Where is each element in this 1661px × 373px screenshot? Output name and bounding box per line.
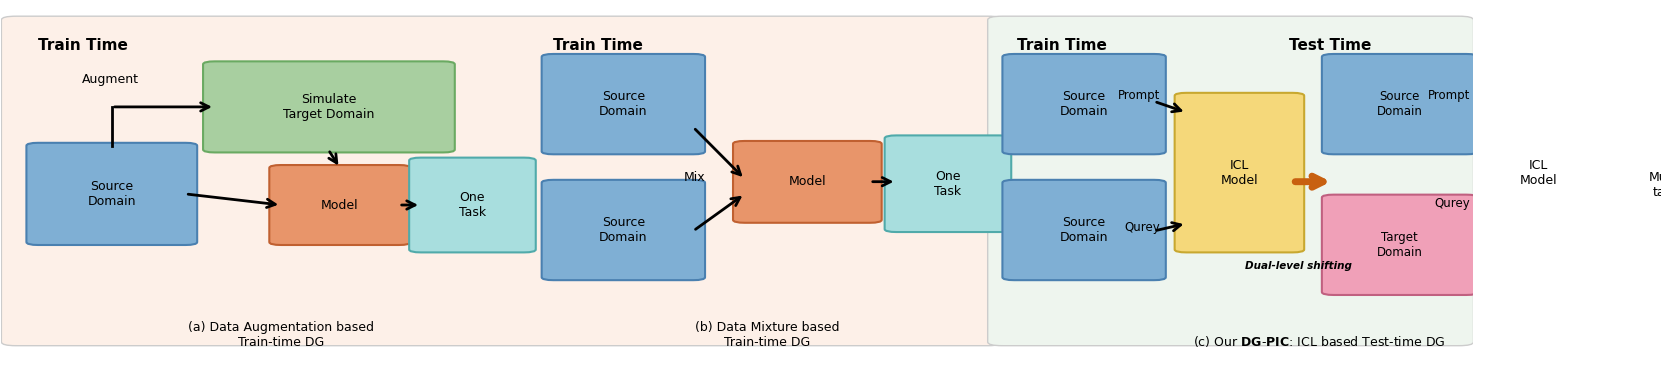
Text: Prompt: Prompt [1428, 89, 1470, 102]
FancyBboxPatch shape [885, 135, 1012, 232]
FancyBboxPatch shape [27, 143, 198, 245]
Text: Source
Domain: Source Domain [600, 216, 648, 244]
Text: ICL
Model: ICL Model [1520, 159, 1556, 186]
Text: Source
Domain: Source Domain [1377, 90, 1423, 118]
Text: ICL
Model: ICL Model [1221, 159, 1259, 186]
FancyBboxPatch shape [733, 141, 882, 223]
FancyBboxPatch shape [1601, 130, 1661, 239]
Text: Source
Domain: Source Domain [1060, 216, 1108, 244]
Text: Target
Domain: Target Domain [1377, 231, 1423, 259]
FancyBboxPatch shape [541, 54, 704, 154]
FancyBboxPatch shape [1477, 93, 1600, 253]
Text: Train Time: Train Time [1017, 38, 1106, 53]
FancyBboxPatch shape [988, 16, 1473, 346]
Text: Simulate
Target Domain: Simulate Target Domain [284, 93, 375, 121]
Text: Qurey: Qurey [1435, 197, 1470, 210]
Text: (a) Data Augmentation based
Train-time DG: (a) Data Augmentation based Train-time D… [188, 322, 374, 350]
Text: Source
Domain: Source Domain [1060, 90, 1108, 118]
FancyBboxPatch shape [1002, 54, 1166, 154]
Text: Mix: Mix [683, 171, 704, 184]
Text: One
Task: One Task [935, 170, 962, 198]
FancyBboxPatch shape [203, 62, 455, 153]
FancyBboxPatch shape [269, 165, 410, 245]
FancyBboxPatch shape [409, 158, 537, 253]
Text: (b) Data Mixture based
Train-time DG: (b) Data Mixture based Train-time DG [694, 322, 839, 350]
FancyBboxPatch shape [1322, 195, 1478, 295]
FancyBboxPatch shape [2, 16, 1002, 346]
FancyBboxPatch shape [541, 180, 704, 280]
Text: Model: Model [321, 198, 359, 211]
Text: Prompt: Prompt [1118, 89, 1159, 102]
Text: Train Time: Train Time [38, 38, 128, 53]
Text: (c) Our $\mathbf{DG}$-$\mathbf{PIC}$: ICL based Test-time DG: (c) Our $\mathbf{DG}$-$\mathbf{PIC}$: IC… [1193, 335, 1445, 350]
FancyBboxPatch shape [1174, 93, 1304, 253]
Text: Source
Domain: Source Domain [88, 180, 136, 208]
Text: Qurey: Qurey [1124, 221, 1159, 234]
FancyBboxPatch shape [1322, 54, 1478, 154]
Text: Model: Model [789, 175, 826, 188]
FancyBboxPatch shape [1002, 180, 1166, 280]
Text: Test Time: Test Time [1289, 38, 1372, 53]
Text: Train Time: Train Time [553, 38, 643, 53]
Text: Multi-
task: Multi- task [1649, 171, 1661, 199]
Text: Dual-level shifting: Dual-level shifting [1246, 261, 1352, 270]
Text: Source
Domain: Source Domain [600, 90, 648, 118]
Text: Augment: Augment [83, 73, 140, 86]
Text: One
Task: One Task [458, 191, 487, 219]
